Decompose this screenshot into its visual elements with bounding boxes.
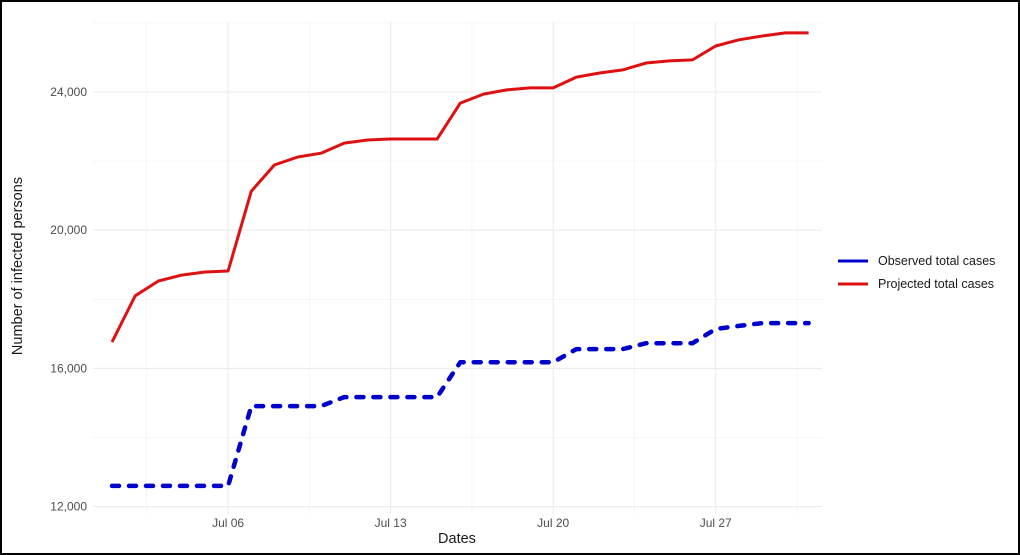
x-axis-title: Dates (438, 531, 476, 547)
x-tick-label: Jul 06 (212, 516, 244, 530)
x-tick-label: Jul 13 (375, 516, 407, 530)
y-tick-label: 24,000 (50, 85, 87, 99)
observed-cases-line (109, 320, 811, 489)
y-tick-label: 12,000 (50, 500, 87, 514)
legend: Observed total cases Projected total cas… (838, 254, 995, 291)
x-axis-ticks: Jul 06 Jul 13 Jul 20 Jul 27 (212, 516, 732, 530)
data-series (109, 31, 811, 489)
y-axis-title: Number of infected persons (10, 177, 26, 355)
y-axis-ticks: 12,000 16,000 20,000 24,000 (50, 85, 87, 514)
x-tick-label: Jul 20 (537, 516, 569, 530)
y-tick-label: 16,000 (50, 361, 87, 375)
y-tick-label: 20,000 (50, 223, 87, 237)
legend-label-projected: Projected total cases (878, 277, 994, 291)
projected-cases-line (110, 31, 809, 343)
grid-lines (93, 22, 822, 514)
legend-label-observed: Observed total cases (878, 254, 995, 268)
x-tick-label: Jul 27 (700, 516, 732, 530)
